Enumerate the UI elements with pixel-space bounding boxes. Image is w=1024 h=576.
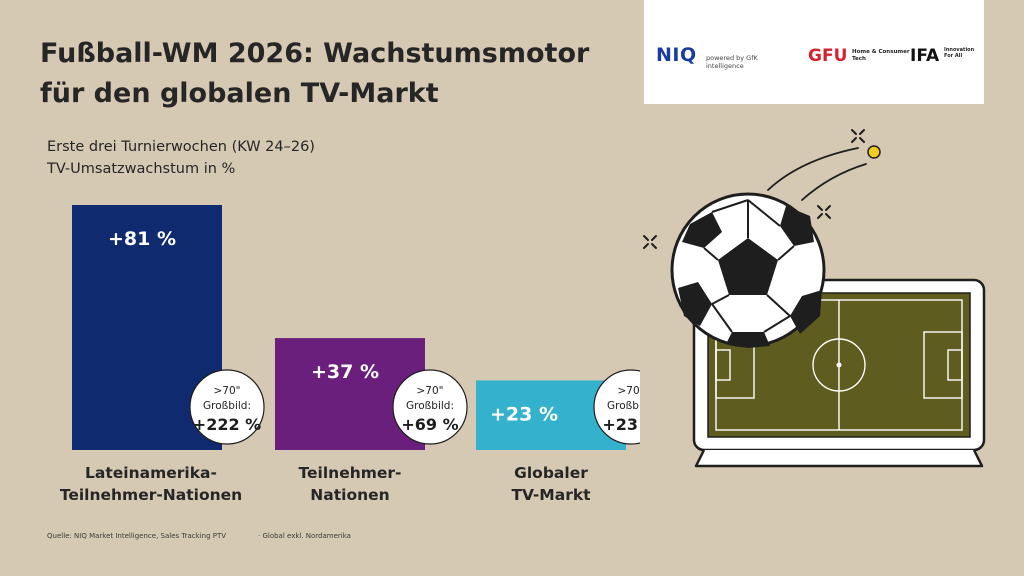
category-label-2-line-2: Nationen [310,486,389,504]
bar-value-label-1: +81 % [108,228,176,250]
badge-line2-1: Großbild: [203,400,251,412]
bar-value-label-2: +37 % [311,361,379,383]
gfu-logo-subtitle: Home & Consumer Tech [852,49,910,62]
motion-lines [767,147,867,201]
small-ball-icon [867,145,881,159]
category-label-3-line-2: TV-Markt [511,486,591,504]
footnote: · Global exkl. Nordamerika [258,532,351,540]
badge-circle-3 [593,369,640,445]
badge-line2-3: Großbild: [607,400,640,412]
chart-subtitle-line-2: TV-Umsatzwachstum in % [47,161,236,177]
niq-logo: NIQ [656,44,697,66]
soccer-ball-icon [670,192,826,348]
sparkle-icon [643,129,865,249]
badge-value-2: +69 % [401,415,458,434]
category-label-1-line-2: Teilnehmer-Nationen [60,486,242,504]
chart-title: Fußball-WM 2026: Wachstumsmotor für den … [40,34,640,114]
badge-line1-2: >70" [417,385,444,397]
bar-chart: +81 % >70" Großbild: +222 % Lateinamerika- Te… [60,205,641,504]
ifa-logo-subtitle: Innovation For All [944,47,975,59]
chart-title-line-2: für den globalen TV-Markt [40,78,439,109]
badge-line1-1: >70" [214,385,241,397]
bar-value-label-3: +23 % [490,403,558,425]
chart-subtitle-line-1: Erste drei Turnierwochen (KW 24–26) [47,139,315,155]
logo-panel: NIQ powered by GfK intelligence GFU Home… [644,0,984,104]
chart-title-line-1: Fußball-WM 2026: Wachstumsmotor [40,38,590,69]
category-label-2-line-1: Teilnehmer- [299,464,402,482]
badge-line2-2: Großbild: [406,400,454,412]
tv-football-illustration [643,129,986,468]
chart-subtitle: Erste drei Turnierwochen (KW 24–26) TV-U… [47,136,467,180]
badge-value-3: +23 % [602,415,640,434]
badge-circle-1 [189,369,265,445]
badge-circle-2 [392,369,468,445]
source-note: Quelle: NIQ Market Intelligence, Sales T… [47,532,227,540]
category-label-1-line-1: Lateinamerika- [85,464,217,482]
category-label-3-line-1: Globaler [514,464,588,482]
gfu-logo: GFU [808,46,848,66]
ifa-logo: IFA [910,46,940,66]
badge-value-1: +222 % [193,415,261,434]
badge-line1-3: >70" [618,385,641,397]
niq-logo-subtitle: powered by GfK intelligence [706,54,758,70]
